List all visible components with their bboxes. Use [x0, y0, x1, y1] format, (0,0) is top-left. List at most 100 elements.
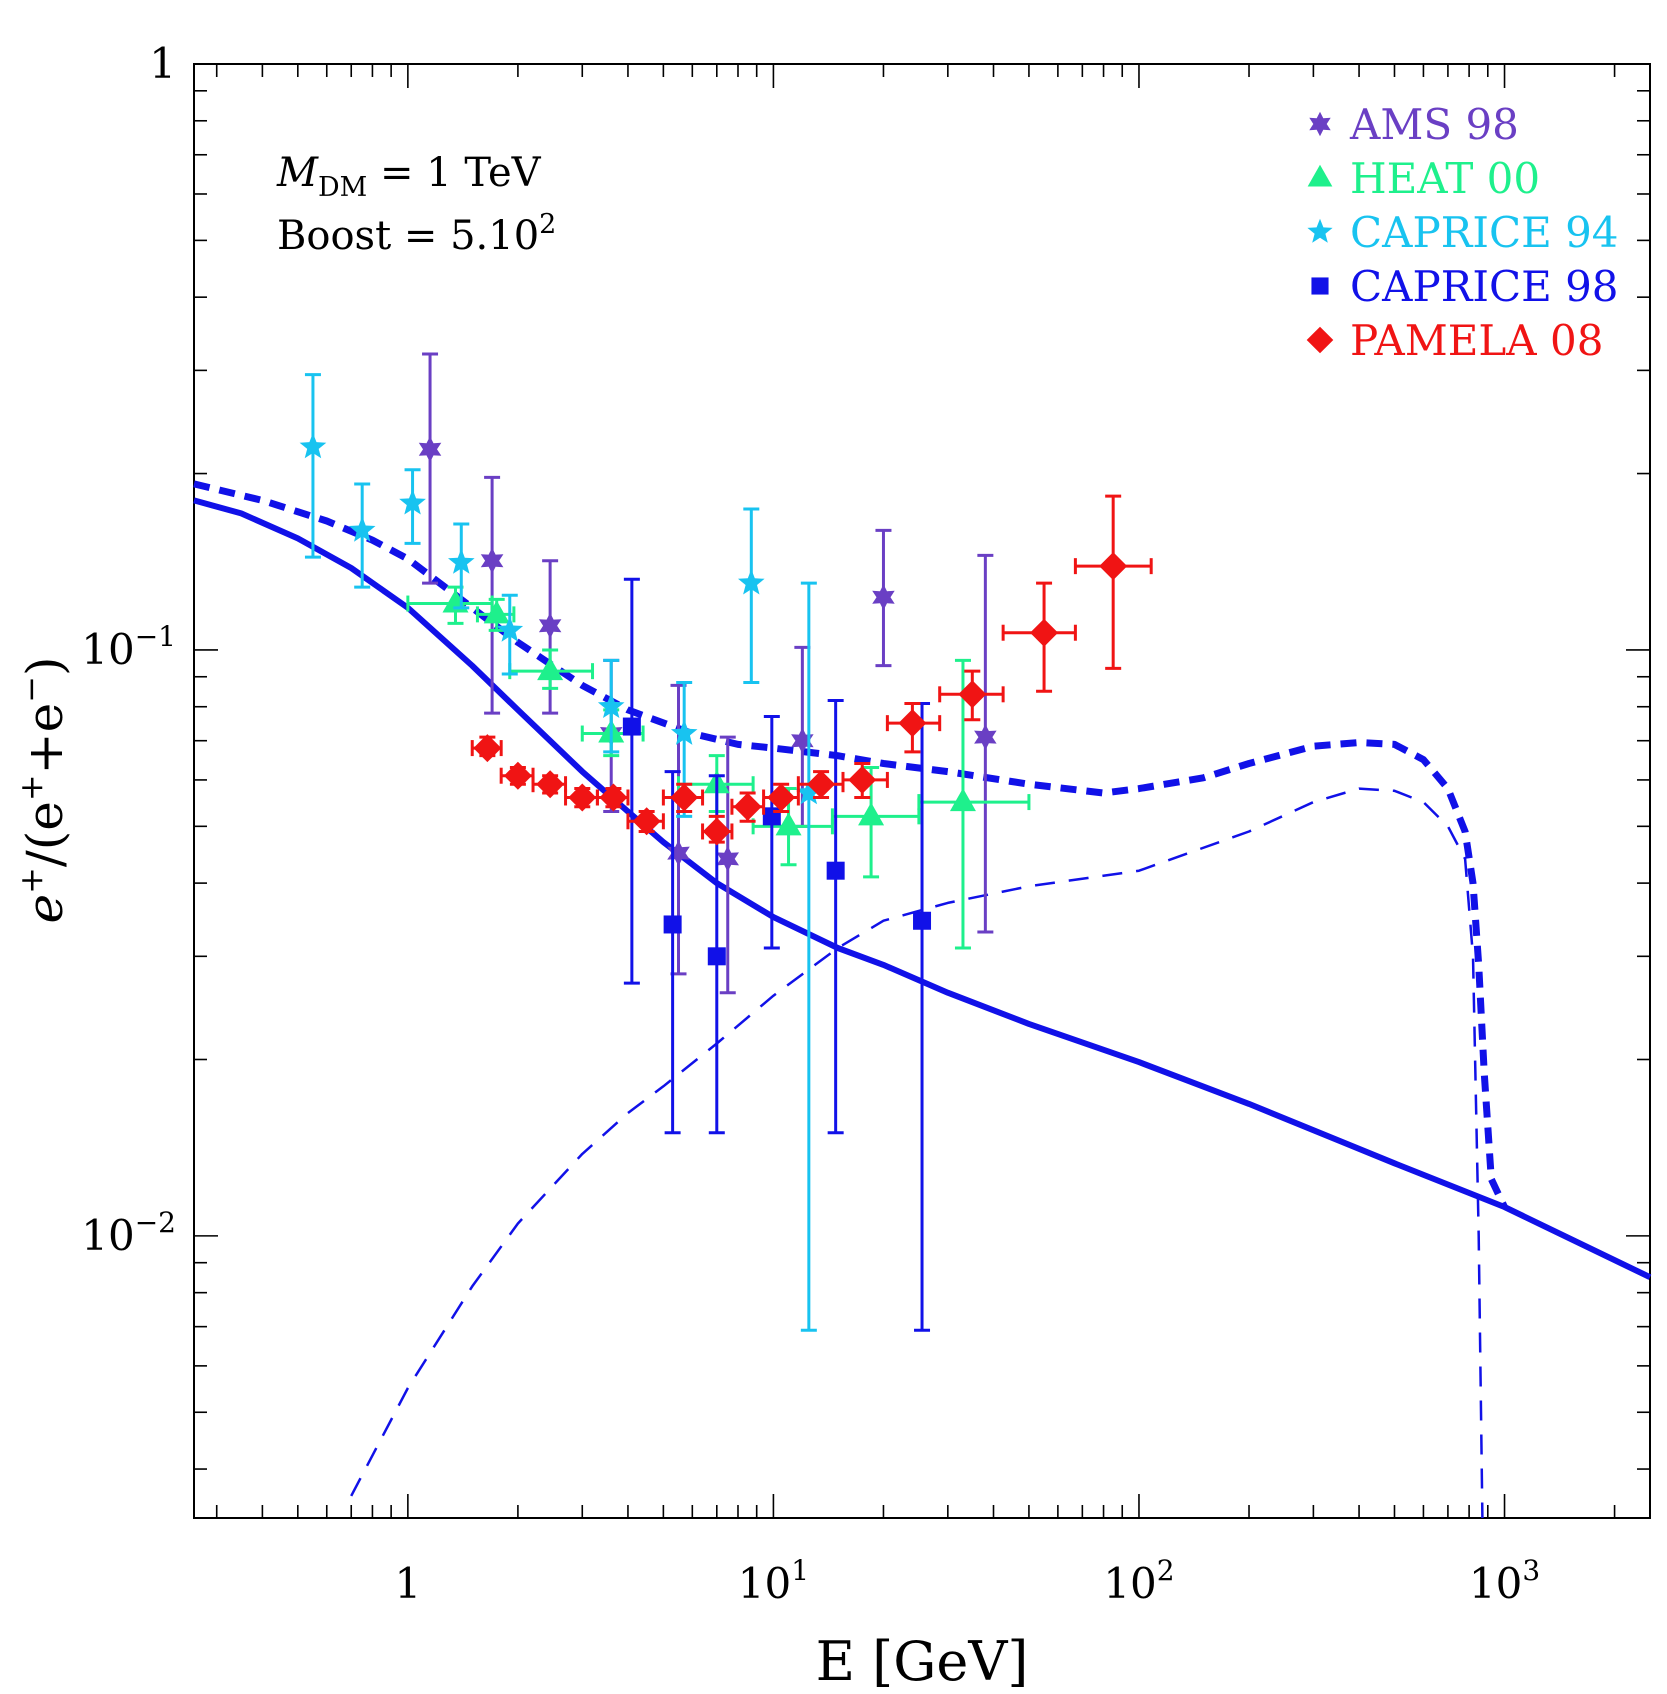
data-point [826, 698, 845, 1135]
x-tick-label: 1 [394, 1559, 421, 1608]
marker-diamond [898, 709, 927, 738]
y-tick-label: 10−2 [81, 1206, 176, 1260]
marker-diamond [733, 792, 762, 821]
marker-star5 [597, 692, 625, 718]
legend-marker-diamond [1306, 326, 1334, 354]
series-caprice-94 [299, 373, 823, 1332]
marker-diamond [807, 770, 836, 799]
series-pamela-08 [470, 494, 1153, 846]
legend-label: PAMELA 08 [1350, 316, 1603, 365]
data-point [348, 482, 376, 589]
legend-label: AMS 98 [1349, 100, 1519, 149]
y-tick-label: 10−1 [81, 620, 176, 674]
marker-diamond [848, 765, 877, 794]
x-tick-label: 101 [738, 1554, 809, 1608]
marker-triangle [949, 788, 976, 812]
marker-triangle [858, 802, 885, 826]
marker-square [826, 861, 845, 880]
marker-triangle [483, 600, 510, 624]
axis-ticks [194, 63, 1650, 1518]
plot-frame [193, 63, 1651, 1519]
marker-diamond [1030, 618, 1059, 647]
marker-star5 [299, 433, 327, 459]
marker-star5 [738, 569, 765, 595]
marker-diamond [599, 783, 628, 812]
data-point [841, 762, 889, 799]
marker-triangle [537, 657, 564, 681]
data-point [499, 761, 535, 790]
legend: AMS 98 HEAT 00 CAPRICE 94 CAPRICE 98 PAMELA … [1306, 100, 1619, 365]
y-tick-label: 1 [149, 39, 176, 88]
marker-diamond [958, 680, 987, 709]
marker-diamond [1099, 552, 1128, 581]
legend-label: HEAT 00 [1350, 154, 1540, 203]
x-tick-label: 102 [1103, 1554, 1174, 1608]
marker-diamond [473, 734, 502, 763]
marker-star5 [795, 779, 823, 805]
marker-star6 [667, 840, 690, 867]
marker-star6 [872, 584, 895, 611]
data-point [595, 783, 630, 812]
data-point [1073, 494, 1153, 670]
data-point [661, 782, 705, 813]
data-point [496, 593, 524, 676]
marker-square [913, 911, 932, 930]
data-point [564, 783, 599, 812]
data-point [480, 475, 504, 715]
legend-item: AMS 98 [1309, 100, 1519, 149]
data-point [475, 597, 516, 632]
data-point [795, 581, 823, 1332]
x-axis-label: E [GeV] [816, 1630, 1029, 1693]
data-point [730, 791, 766, 823]
marker-diamond [568, 783, 597, 812]
legend-label: CAPRICE 98 [1350, 262, 1619, 311]
legend-item: PAMELA 08 [1306, 316, 1603, 365]
data-point [796, 770, 845, 799]
legend-marker-star5 [1307, 218, 1333, 243]
data-point [299, 373, 327, 559]
data-point [885, 702, 942, 754]
data-point [531, 770, 568, 799]
data-point [716, 735, 739, 995]
data-point [663, 770, 682, 1135]
boost-annotation: Boost = 5.102 [277, 209, 556, 259]
data-point [448, 522, 475, 610]
legend-marker-triangle [1307, 164, 1333, 187]
marker-star5 [496, 616, 524, 642]
data-point [508, 648, 595, 690]
data-point [938, 669, 1005, 722]
legend-item: HEAT 00 [1307, 154, 1540, 203]
marker-diamond [536, 770, 565, 799]
marker-star5 [448, 548, 475, 574]
data-point [399, 468, 426, 545]
data-point [470, 734, 503, 763]
legend-marker-star6 [1309, 111, 1331, 137]
marker-square [622, 717, 641, 736]
marker-star5 [348, 516, 376, 542]
legend-item: CAPRICE 98 [1311, 262, 1619, 311]
legend-item: CAPRICE 94 [1307, 208, 1619, 257]
data-point [917, 658, 1031, 950]
data-point [872, 528, 895, 668]
data-point [538, 559, 562, 715]
mass-annotation: MDM = 1 TeV [276, 150, 542, 203]
marker-star6 [974, 724, 997, 751]
data-point [974, 553, 997, 934]
marker-diamond [503, 761, 532, 790]
marker-diamond [670, 783, 699, 812]
data-point [597, 658, 625, 754]
series-caprice-98 [622, 577, 932, 1332]
data-point [622, 577, 641, 985]
x-tick-label: 103 [1469, 1554, 1540, 1608]
data-point [626, 807, 665, 836]
marker-diamond [702, 817, 731, 846]
tick-labels: 1 101 102 103 1 10−1 10−2 [81, 39, 1540, 1608]
data-point [418, 352, 442, 585]
marker-triangle [775, 812, 802, 836]
curve-dashed-thin [350, 787, 1484, 1519]
legend-marker-square [1311, 277, 1329, 295]
data-point [830, 766, 921, 879]
marker-star6 [418, 436, 442, 463]
marker-star6 [480, 547, 504, 574]
